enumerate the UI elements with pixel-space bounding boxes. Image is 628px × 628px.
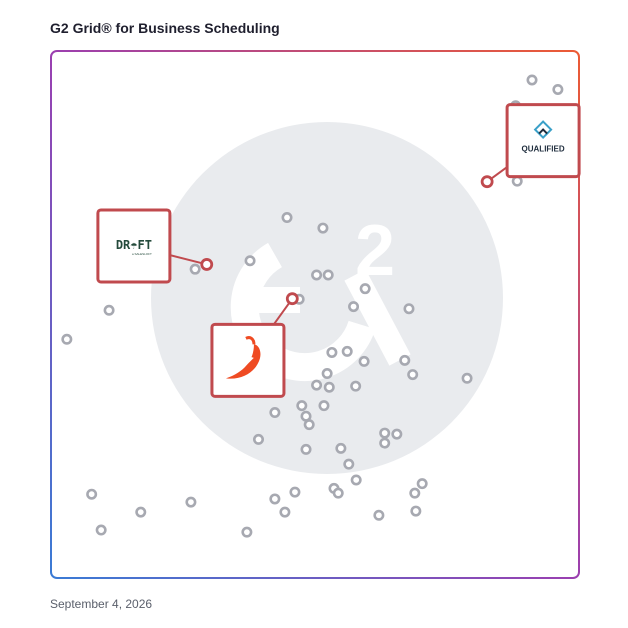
drift-logo-box[interactable] bbox=[96, 208, 172, 284]
product-marker-19[interactable] bbox=[358, 355, 370, 367]
drift-logo-subtext: a SALESLOFT bbox=[132, 252, 152, 256]
product-marker-44[interactable] bbox=[86, 488, 98, 500]
product-marker-31[interactable] bbox=[303, 419, 315, 431]
product-marker-22[interactable] bbox=[321, 368, 333, 380]
product-marker-28[interactable] bbox=[318, 400, 330, 412]
product-marker-23[interactable] bbox=[311, 379, 323, 391]
product-marker-9[interactable] bbox=[311, 269, 323, 281]
product-marker-8[interactable] bbox=[189, 263, 201, 275]
product-marker-34[interactable] bbox=[253, 433, 265, 445]
qualified-marker[interactable] bbox=[480, 175, 494, 189]
drift-logo-text: DR☂FT bbox=[116, 238, 152, 252]
product-marker-52[interactable] bbox=[95, 524, 107, 536]
product-marker-11[interactable] bbox=[359, 283, 371, 295]
product-marker-35[interactable] bbox=[379, 437, 391, 449]
product-marker-33[interactable] bbox=[391, 428, 403, 440]
product-marker-10[interactable] bbox=[322, 269, 334, 281]
product-marker-42[interactable] bbox=[332, 487, 344, 499]
product-marker-16[interactable] bbox=[61, 333, 73, 345]
product-marker-1[interactable] bbox=[526, 74, 538, 86]
product-marker-26[interactable] bbox=[461, 372, 473, 384]
drift-marker[interactable] bbox=[200, 258, 214, 271]
product-marker-39[interactable] bbox=[350, 474, 362, 486]
product-marker-53[interactable] bbox=[241, 526, 253, 538]
qualified-logo-box[interactable] bbox=[505, 103, 581, 179]
g2-watermark: 2 bbox=[151, 122, 503, 474]
product-marker-5[interactable] bbox=[281, 212, 293, 224]
product-marker-25[interactable] bbox=[350, 380, 362, 392]
qualified-logo-text: QUALIFIED bbox=[522, 145, 565, 154]
product-marker-24[interactable] bbox=[323, 381, 335, 393]
product-marker-15[interactable] bbox=[103, 304, 115, 316]
product-marker-2[interactable] bbox=[552, 83, 564, 95]
product-marker-40[interactable] bbox=[416, 478, 428, 490]
chili-pepper-icon bbox=[225, 344, 261, 379]
product-marker-20[interactable] bbox=[399, 354, 411, 366]
chili-piper-logo-box[interactable] bbox=[210, 322, 286, 398]
page-title: G2 Grid® for Business Scheduling bbox=[50, 20, 280, 36]
product-marker-51[interactable] bbox=[373, 509, 385, 521]
product-marker-32[interactable] bbox=[379, 427, 391, 439]
product-marker-36[interactable] bbox=[300, 443, 312, 455]
product-marker-48[interactable] bbox=[135, 506, 147, 518]
product-marker-7[interactable] bbox=[244, 255, 256, 267]
product-marker-50[interactable] bbox=[410, 505, 422, 517]
product-marker-21[interactable] bbox=[407, 369, 419, 381]
product-marker-49[interactable] bbox=[279, 506, 291, 518]
qualified-diamond-icon bbox=[533, 120, 553, 140]
product-marker-47[interactable] bbox=[185, 496, 197, 508]
product-marker-45[interactable] bbox=[289, 486, 301, 498]
chili-piper-marker[interactable] bbox=[285, 292, 299, 306]
product-marker-14[interactable] bbox=[403, 303, 415, 315]
product-marker-17[interactable] bbox=[326, 346, 338, 358]
report-date: September 4, 2026 bbox=[50, 597, 153, 611]
chili-stem-icon bbox=[245, 336, 256, 345]
product-marker-6[interactable] bbox=[317, 222, 329, 234]
svg-text:2: 2 bbox=[355, 211, 395, 291]
product-marker-43[interactable] bbox=[409, 487, 421, 499]
product-marker-29[interactable] bbox=[269, 407, 281, 419]
product-marker-37[interactable] bbox=[335, 442, 347, 454]
qualified-chevron-icon bbox=[538, 128, 548, 135]
product-marker-18[interactable] bbox=[341, 345, 353, 357]
chili-mark-icon bbox=[245, 355, 254, 366]
product-marker-13[interactable] bbox=[348, 301, 360, 313]
product-marker-38[interactable] bbox=[343, 458, 355, 470]
product-marker-4[interactable] bbox=[511, 175, 523, 187]
product-marker-27[interactable] bbox=[296, 400, 308, 412]
product-marker-46[interactable] bbox=[269, 493, 281, 505]
